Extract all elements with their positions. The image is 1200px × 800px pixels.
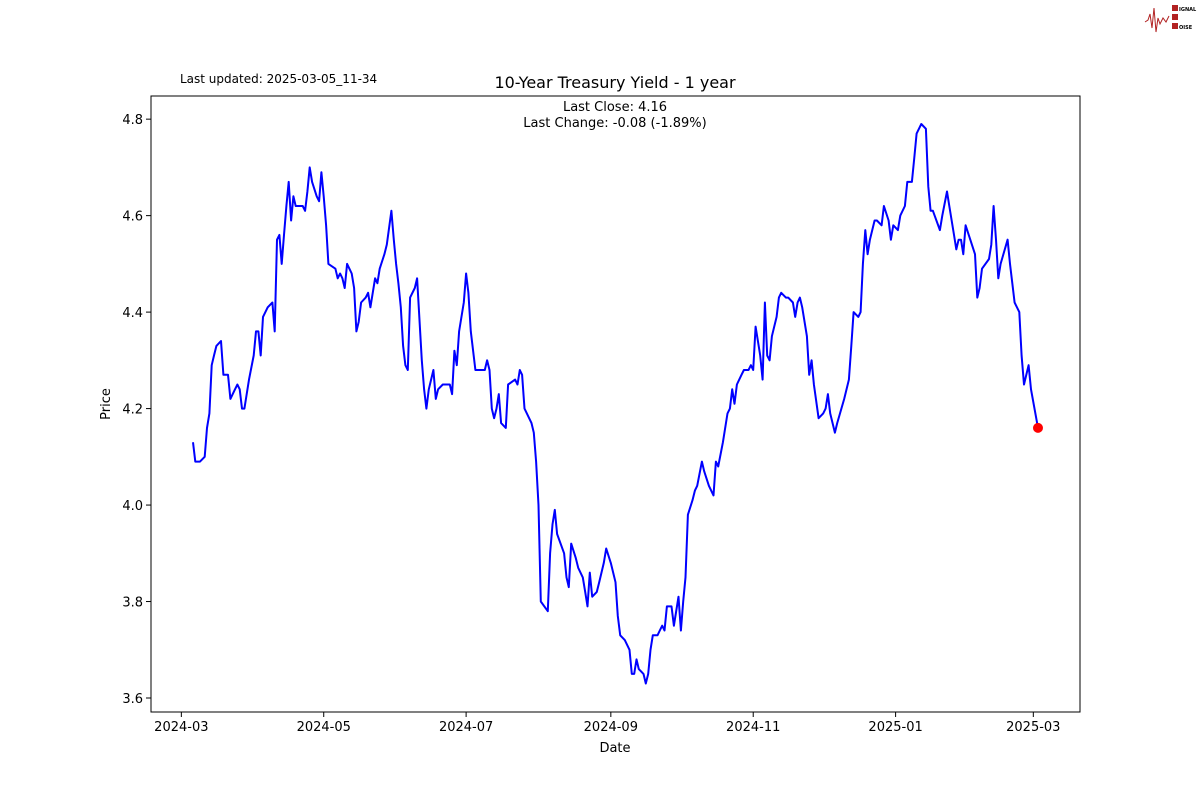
signal-2-noise-logo: IGNAL OISE xyxy=(1144,5,1197,33)
svg-text:IGNAL: IGNAL xyxy=(1179,7,1197,13)
chart-title: 10-Year Treasury Yield - 1 year xyxy=(494,73,736,92)
last-change-annotation: Last Change: -0.08 (-1.89%) xyxy=(523,116,706,131)
y-tick-label: 4.6 xyxy=(122,210,143,225)
plot-frame xyxy=(150,95,1081,713)
x-tick-label: 2024-05 xyxy=(297,720,351,735)
x-tick-label: 2025-03 xyxy=(1006,720,1060,735)
svg-text:OISE: OISE xyxy=(1179,25,1193,31)
x-tick-label: 2024-11 xyxy=(726,720,780,735)
x-tick-label: 2024-07 xyxy=(439,720,493,735)
y-tick-label: 4.2 xyxy=(122,403,143,418)
x-tick-label: 2024-03 xyxy=(154,720,208,735)
y-tick-label: 3.8 xyxy=(122,596,143,611)
y-tick-label: 3.6 xyxy=(122,692,143,707)
x-tick-label: 2025-01 xyxy=(868,720,922,735)
last-close-annotation: Last Close: 4.16 xyxy=(563,100,667,115)
y-axis-label: Price xyxy=(99,388,114,420)
last-updated-label: Last updated: 2025-03-05_11-34 xyxy=(180,72,377,86)
series-line xyxy=(192,123,1039,685)
x-tick-label: 2024-09 xyxy=(584,720,638,735)
y-tick-label: 4.4 xyxy=(122,306,143,321)
y-tick-label: 4.8 xyxy=(122,113,143,128)
last-point-marker xyxy=(1032,422,1043,433)
y-tick-label: 4.0 xyxy=(122,499,143,514)
x-axis-label: Date xyxy=(599,741,630,756)
